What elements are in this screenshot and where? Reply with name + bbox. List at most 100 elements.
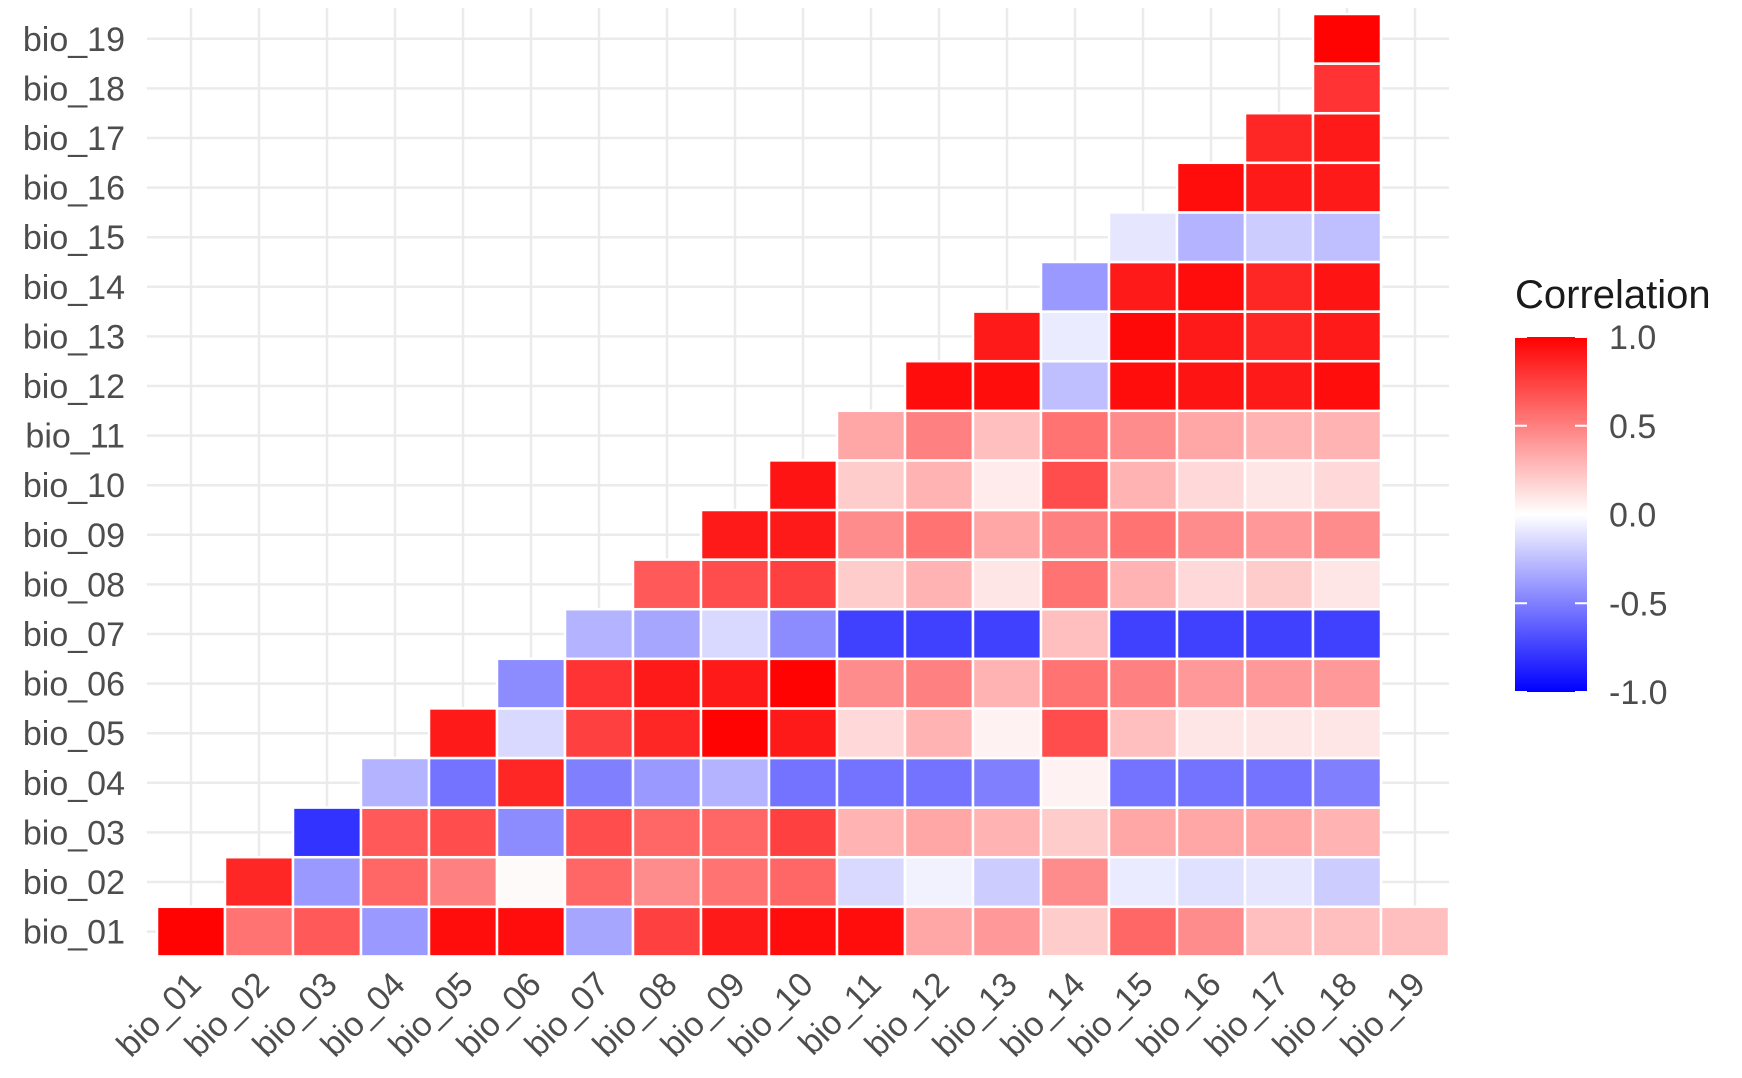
heatmap-cell-bio_18-bio_02 (1311, 855, 1383, 909)
heatmap-cell-bio_16-bio_02 (1175, 855, 1247, 909)
heatmap-cell-bio_17-bio_12 (1243, 359, 1315, 413)
heatmap-cell-bio_10-bio_08 (767, 558, 839, 611)
heatmap-cell-bio_05-bio_03 (427, 806, 499, 859)
y-tick-label: bio_14 (23, 269, 125, 307)
heatmap-cell-bio_08-bio_03 (631, 806, 703, 859)
heatmap-cell-bio_15-bio_06 (1107, 657, 1179, 710)
heatmap-cell-bio_13-bio_13 (971, 310, 1043, 363)
heatmap-cell-bio_17-bio_15 (1243, 211, 1315, 264)
heatmap-cell-bio_01-bio_01 (155, 905, 227, 958)
heatmap-cell-bio_16-bio_10 (1175, 459, 1247, 512)
heatmap-cell-bio_05-bio_01 (427, 905, 499, 958)
y-tick-label: bio_06 (23, 666, 125, 704)
y-tick-label: bio_01 (23, 914, 125, 952)
y-tick-label: bio_12 (23, 368, 125, 406)
heatmap-cell-bio_16-bio_09 (1175, 508, 1247, 561)
heatmap-cell-bio_17-bio_11 (1243, 409, 1315, 462)
heatmap-cell-bio_12-bio_06 (903, 657, 975, 710)
heatmap-cell-bio_11-bio_11 (835, 409, 907, 462)
heatmap-cell-bio_15-bio_08 (1107, 558, 1179, 611)
heatmap-cell-bio_11-bio_07 (835, 607, 907, 661)
heatmap-cell-bio_11-bio_06 (835, 657, 907, 710)
heatmap-cell-bio_15-bio_10 (1107, 459, 1179, 512)
heatmap-cell-bio_03-bio_01 (291, 905, 363, 958)
heatmap-cell-bio_06-bio_01 (495, 905, 567, 958)
heatmap-cell-bio_07-bio_06 (563, 657, 635, 710)
heatmap-cell-bio_07-bio_02 (563, 855, 635, 909)
heatmap-cell-bio_17-bio_17 (1243, 111, 1315, 165)
heatmap-cell-bio_14-bio_14 (1039, 260, 1111, 313)
y-tick-label: bio_08 (23, 566, 125, 604)
heatmap-cell-bio_11-bio_05 (835, 707, 907, 760)
heatmap-cell-bio_05-bio_05 (427, 707, 499, 760)
y-tick-label: bio_18 (23, 70, 125, 108)
heatmap-cell-bio_14-bio_10 (1039, 459, 1111, 512)
y-tick-label: bio_15 (23, 219, 125, 257)
heatmap-cell-bio_12-bio_11 (903, 409, 975, 462)
heatmap-cell-bio_09-bio_09 (699, 508, 771, 561)
heatmap-cell-bio_14-bio_11 (1039, 409, 1111, 462)
heatmap-cell-bio_10-bio_03 (767, 806, 839, 859)
heatmap-cell-bio_06-bio_06 (495, 657, 567, 710)
heatmap-cell-bio_16-bio_01 (1175, 905, 1247, 958)
y-tick-label: bio_17 (23, 120, 125, 158)
heatmap-cell-bio_18-bio_18 (1311, 62, 1383, 115)
heatmap-cell-bio_11-bio_10 (835, 459, 907, 512)
heatmap-cell-bio_18-bio_19 (1311, 12, 1383, 65)
heatmap-cell-bio_09-bio_04 (699, 756, 771, 809)
y-tick-label: bio_16 (23, 170, 125, 208)
heatmap-cell-bio_10-bio_01 (767, 905, 839, 958)
heatmap-cell-bio_15-bio_11 (1107, 409, 1179, 462)
y-tick-label: bio_05 (23, 715, 125, 753)
heatmap-cell-bio_13-bio_08 (971, 558, 1043, 611)
heatmap-cell-bio_09-bio_03 (699, 806, 771, 859)
heatmap-cell-bio_14-bio_13 (1039, 310, 1111, 363)
heatmap-cell-bio_08-bio_08 (631, 558, 703, 611)
y-tick-label: bio_10 (23, 467, 125, 505)
heatmap-cell-bio_18-bio_11 (1311, 409, 1383, 462)
heatmap-cell-bio_13-bio_11 (971, 409, 1043, 462)
heatmap-cell-bio_15-bio_15 (1107, 211, 1179, 264)
heatmap-cell-bio_08-bio_07 (631, 607, 703, 661)
heatmap-cell-bio_12-bio_04 (903, 756, 975, 809)
heatmap-cell-bio_16-bio_08 (1175, 558, 1247, 611)
heatmap-cell-bio_04-bio_01 (359, 905, 431, 958)
heatmap-cell-bio_16-bio_04 (1175, 756, 1247, 809)
heatmap-cell-bio_18-bio_13 (1311, 310, 1383, 363)
heatmap-cell-bio_18-bio_04 (1311, 756, 1383, 809)
heatmap-cell-bio_14-bio_03 (1039, 806, 1111, 859)
heatmap-cell-bio_15-bio_14 (1107, 260, 1179, 313)
heatmap-cell-bio_16-bio_12 (1175, 359, 1247, 413)
heatmap-cell-bio_16-bio_16 (1175, 161, 1247, 214)
heatmap-cell-bio_03-bio_02 (291, 855, 363, 909)
heatmap-cell-bio_05-bio_04 (427, 756, 499, 809)
heatmap-cell-bio_06-bio_02 (495, 855, 567, 909)
heatmap-cell-bio_12-bio_01 (903, 905, 975, 958)
heatmap-cell-bio_12-bio_07 (903, 607, 975, 661)
heatmap-cell-bio_10-bio_06 (767, 657, 839, 710)
heatmap-cell-bio_17-bio_04 (1243, 756, 1315, 809)
heatmap-cell-bio_04-bio_04 (359, 756, 431, 809)
heatmap-cell-bio_14-bio_12 (1039, 359, 1111, 413)
heatmap-cell-bio_11-bio_02 (835, 855, 907, 909)
heatmap-cell-bio_11-bio_01 (835, 905, 907, 958)
heatmap-cell-bio_10-bio_04 (767, 756, 839, 809)
heatmap-cell-bio_08-bio_01 (631, 905, 703, 958)
heatmap-cell-bio_04-bio_02 (359, 855, 431, 909)
y-tick-label: bio_07 (23, 616, 125, 654)
heatmap-cell-bio_07-bio_05 (563, 707, 635, 760)
heatmap-cell-bio_13-bio_10 (971, 459, 1043, 512)
heatmap-cell-bio_18-bio_01 (1311, 905, 1383, 958)
heatmap-cell-bio_15-bio_12 (1107, 359, 1179, 413)
heatmap-cell-bio_13-bio_03 (971, 806, 1043, 859)
heatmap-cell-bio_16-bio_05 (1175, 707, 1247, 760)
heatmap-cell-bio_17-bio_13 (1243, 310, 1315, 363)
x-axis-ticks: bio_01bio_02bio_03bio_04bio_05bio_06bio_… (110, 965, 1433, 1064)
heatmap-cell-bio_18-bio_14 (1311, 260, 1383, 313)
y-tick-label: bio_03 (23, 814, 125, 852)
heatmap-cell-bio_13-bio_01 (971, 905, 1043, 958)
heatmap-cell-bio_16-bio_03 (1175, 806, 1247, 859)
heatmap-cell-bio_18-bio_05 (1311, 707, 1383, 760)
heatmap-cell-bio_12-bio_05 (903, 707, 975, 760)
heatmap-cell-bio_16-bio_11 (1175, 409, 1247, 462)
